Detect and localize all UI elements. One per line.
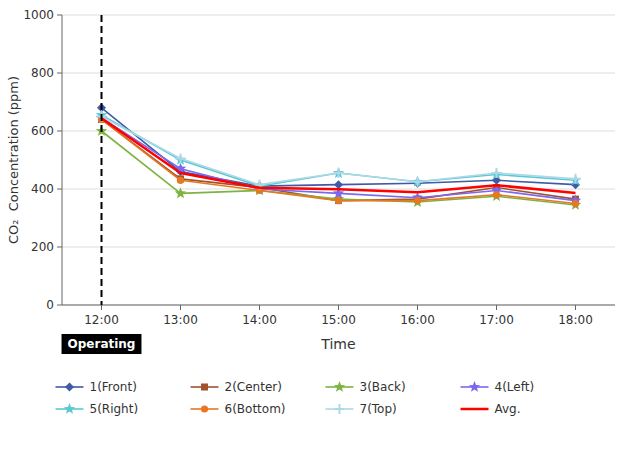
y-tick <box>57 131 62 132</box>
annotation-line <box>101 15 103 305</box>
series-line <box>102 118 576 201</box>
y-tick-label: 200 <box>31 240 54 254</box>
point <box>413 177 423 187</box>
legend-marker <box>64 403 75 414</box>
x-tick-label: 17:00 <box>479 313 514 327</box>
point <box>335 197 342 204</box>
legend-marker <box>201 384 208 391</box>
y-axis-label: CO₂ Concentration (ppm) <box>6 76 21 244</box>
point <box>176 154 186 164</box>
legend-label: 7(Top) <box>360 402 397 416</box>
legend-label: 6(Bottom) <box>225 402 286 416</box>
legend-item: 3(Back) <box>326 380 406 394</box>
y-tick <box>57 247 62 248</box>
legend-item: Avg. <box>461 402 521 416</box>
legend-label: 2(Center) <box>225 380 282 394</box>
x-tick-label: 16:00 <box>400 313 435 327</box>
x-tick <box>417 305 418 310</box>
point <box>493 191 500 198</box>
point <box>334 168 344 178</box>
point <box>572 200 579 207</box>
point <box>335 197 342 204</box>
x-tick <box>180 305 181 310</box>
grid-line <box>62 15 615 16</box>
x-tick <box>101 305 102 310</box>
point <box>414 197 421 204</box>
series-line <box>102 115 576 186</box>
legend-marker <box>334 381 345 392</box>
y-tick <box>57 15 62 16</box>
legend-label: 5(Right) <box>90 402 139 416</box>
legend-item: 7(Top) <box>326 402 397 416</box>
point <box>571 174 581 184</box>
x-tick-label: 14:00 <box>242 313 277 327</box>
legend-label: 3(Back) <box>360 380 406 394</box>
legend-marker <box>201 405 208 412</box>
annotation: Operating <box>68 337 136 351</box>
point <box>492 168 502 178</box>
x-tick-label: 18:00 <box>558 313 593 327</box>
y-tick-label: 1000 <box>23 8 54 22</box>
grid-line <box>62 131 615 132</box>
point <box>491 169 502 180</box>
x-tick <box>338 305 339 310</box>
annotation-box <box>62 334 142 354</box>
legend-item: 6(Bottom) <box>191 402 286 416</box>
legend-item: 4(Left) <box>461 380 535 394</box>
y-tick-label: 600 <box>31 124 54 138</box>
legend-item: 5(Right) <box>56 402 139 416</box>
point <box>570 174 581 185</box>
legend-swatch <box>461 408 489 411</box>
x-axis-label: Time <box>320 336 355 352</box>
grid-line <box>62 73 615 74</box>
series <box>96 125 581 210</box>
legend-item: 1(Front) <box>56 380 137 394</box>
x-tick-label: 13:00 <box>163 313 198 327</box>
legend-item: 2(Center) <box>191 380 282 394</box>
chart: 0 200 400 600 800 1000 12:00 13:00 14:00 15:00 16:… <box>0 0 631 455</box>
legend-marker <box>469 381 480 392</box>
series-line <box>102 118 576 193</box>
series <box>97 103 580 190</box>
series <box>96 112 581 206</box>
x-tick <box>575 305 576 310</box>
y-tick-label: 400 <box>31 182 54 196</box>
plot-area <box>96 103 581 210</box>
grid-line <box>62 247 615 248</box>
legend-marker <box>65 383 74 392</box>
series-line <box>102 119 576 203</box>
y-axis <box>62 15 63 305</box>
series <box>98 116 579 204</box>
y-tick <box>57 73 62 74</box>
legend: 1(Front) 2(Center) 3(Back) 4(Left) 5(Right) 6… <box>56 380 535 416</box>
series <box>98 116 579 207</box>
legend-label: 1(Front) <box>90 380 137 394</box>
x-tick-label: 15:00 <box>321 313 356 327</box>
series <box>102 118 576 193</box>
x-tick-label: 12:00 <box>84 313 119 327</box>
series <box>96 109 581 191</box>
series <box>97 112 581 190</box>
legend-label: 4(Left) <box>495 380 535 394</box>
legend-marker <box>335 404 345 414</box>
y-tick-label: 800 <box>31 66 54 80</box>
point <box>333 167 344 178</box>
series-line <box>102 117 576 185</box>
point <box>177 177 184 184</box>
x-tick <box>259 305 260 310</box>
y-tick-label: 0 <box>46 298 54 312</box>
point <box>175 187 186 198</box>
y-tick <box>57 305 62 306</box>
x-tick <box>496 305 497 310</box>
point <box>412 176 423 187</box>
y-tick <box>57 189 62 190</box>
legend-label: Avg. <box>495 402 521 416</box>
